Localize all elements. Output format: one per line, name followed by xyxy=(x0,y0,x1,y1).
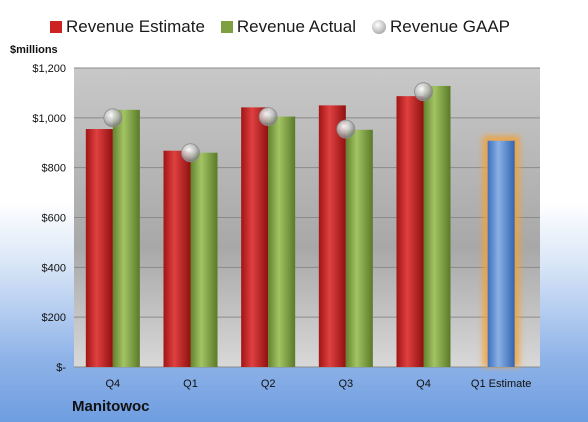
estimate-bar xyxy=(85,129,113,367)
forecast-bar xyxy=(487,140,515,367)
x-tick-label: Q2 xyxy=(261,378,276,390)
company-name: Manitowoc xyxy=(72,398,150,415)
legend-swatch-estimate xyxy=(50,21,62,33)
legend-label-gaap: Revenue GAAP xyxy=(390,17,511,36)
y-tick-label: $1,000 xyxy=(32,113,66,125)
estimate-bar xyxy=(241,107,269,367)
legend-swatch-gaap xyxy=(372,20,386,34)
gaap-marker xyxy=(258,107,278,126)
legend-item-gaap: Revenue GAAP xyxy=(372,17,510,37)
estimate-bar xyxy=(163,150,191,367)
gaap-marker xyxy=(336,119,356,139)
legend-item-actual: Revenue Actual xyxy=(220,17,356,37)
y-tick-label: $800 xyxy=(42,163,66,175)
x-axis-ticks: Q4 Q1 Q2 Q3 Q4 Q1 Estimate xyxy=(105,378,531,390)
y-tick-label: $- xyxy=(56,362,66,374)
x-tick-label: Q4 xyxy=(416,378,431,390)
x-tick-label: Q1 Estimate xyxy=(471,378,532,390)
actual-bar xyxy=(345,129,373,367)
actual-bar xyxy=(112,109,140,368)
estimate-bar xyxy=(318,105,346,367)
gaap-marker xyxy=(181,143,200,163)
legend-item-estimate: Revenue Estimate xyxy=(50,17,205,37)
actual-bar xyxy=(190,152,218,367)
gridlines xyxy=(74,67,540,368)
legend-label-actual: Revenue Actual xyxy=(236,17,356,36)
chart-legend: Revenue Estimate Revenue Actual Revenue … xyxy=(50,17,526,37)
gaap-marker xyxy=(103,108,123,128)
bars xyxy=(85,82,520,368)
x-tick-label: Q1 xyxy=(183,378,198,390)
y-tick-label: $200 xyxy=(42,312,66,324)
y-tick-label: $600 xyxy=(42,213,66,225)
y-tick-label: $1,200 xyxy=(32,63,66,75)
x-tick-label: Q3 xyxy=(338,378,353,390)
y-tick-label: $400 xyxy=(42,262,66,274)
x-tick-label: Q4 xyxy=(105,378,120,390)
y-axis-ticks: $- $200 $400 $600 $800 $1,000 $1,200 xyxy=(32,63,66,374)
legend-label-estimate: Revenue Estimate xyxy=(66,17,205,36)
actual-bar xyxy=(268,116,296,368)
gaap-marker xyxy=(414,82,433,102)
estimate-bar xyxy=(396,96,424,368)
legend-swatch-actual xyxy=(220,21,233,33)
y-axis-unit-label: $millions xyxy=(10,44,58,56)
actual-bar xyxy=(423,85,451,367)
